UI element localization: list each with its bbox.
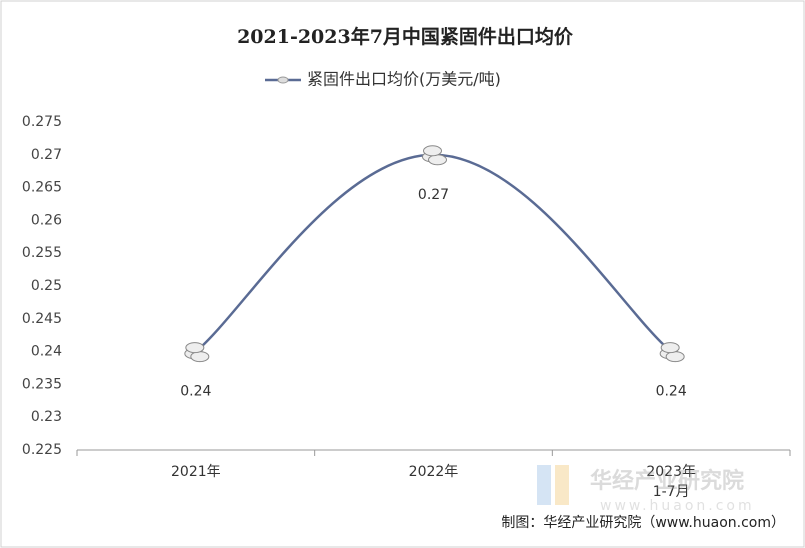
y-tick-label: 0.255: [22, 245, 62, 261]
y-tick-label: 0.25: [31, 278, 62, 294]
data-label: 0.27: [418, 187, 449, 203]
x-tick-label: 2022年: [409, 464, 459, 480]
marker: [184, 342, 210, 363]
watermark-logo: [555, 465, 569, 505]
source: 制图：华经产业研究院（www.huaon.com）: [501, 515, 785, 531]
y-tick-label: 0.225: [22, 442, 62, 458]
marker-coin: [660, 342, 680, 354]
x-tick-label: 2023年 1-7月: [646, 464, 696, 500]
y-tick-label: 0.265: [22, 180, 62, 196]
chart-title: 2021-2023年7月中国紧固件出口均价: [237, 25, 574, 48]
y-tick-label: 0.275: [22, 114, 62, 130]
marker-coin: [185, 342, 205, 354]
watermark-text: 华经产业研究院: [590, 468, 744, 494]
marker: [422, 145, 447, 166]
legend-label: 紧固件出口均价(万美元/吨): [307, 70, 501, 89]
y-tick-label: 0.245: [22, 311, 62, 327]
marker-coin: [428, 154, 447, 166]
watermark: 华经产业研究院 www.huaon.com: [537, 465, 755, 514]
watermark-logo: [537, 465, 551, 505]
data-label: 0.24: [656, 384, 687, 400]
legend-marker: [277, 76, 289, 84]
marker-coin: [423, 145, 442, 157]
y-tick-label: 0.235: [22, 376, 62, 392]
y-tick-label: 0.23: [31, 409, 62, 425]
y-tick-label: 0.26: [31, 212, 62, 228]
marker-coin: [665, 351, 685, 363]
watermark-url: www.huaon.com: [600, 498, 755, 514]
marker: [659, 342, 685, 363]
marker-coin: [190, 351, 210, 363]
data-label: 0.24: [180, 384, 211, 400]
x-tick-label: 2021年: [171, 464, 221, 480]
y-tick-label: 0.27: [31, 147, 62, 163]
y-tick-label: 0.24: [31, 344, 62, 360]
